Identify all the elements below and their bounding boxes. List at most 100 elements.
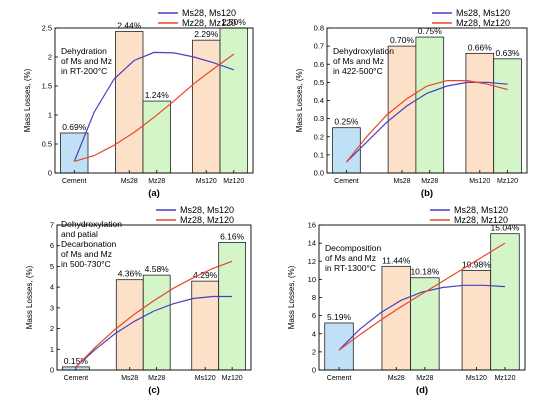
x-tick-label: Mz28 [148, 178, 165, 185]
bar-ms120 [191, 280, 220, 371]
panel-label: (a) [148, 188, 160, 199]
bar-value-label: 10.18% [410, 267, 439, 277]
legend-entry: Mz28, Mz120 [454, 215, 508, 225]
annotation-line: in 422-500°C [333, 66, 383, 76]
annotation-line: of Ms and Mz [61, 249, 112, 259]
legend-entry: Mz28, Mz120 [180, 215, 234, 225]
bar-value-label: 4.36% [118, 269, 143, 279]
bar-ms120 [192, 39, 221, 174]
bar-ms28 [115, 31, 144, 174]
y-tick-label: 0.3 [314, 114, 324, 123]
annotation-line: Decomposition [325, 243, 381, 253]
bar-value-label: 0.15% [64, 356, 89, 366]
bar-value-label: 5.19% [327, 312, 352, 322]
x-tick-label: Mz120 [223, 178, 244, 185]
y-tick-label: 10 [308, 275, 316, 284]
y-tick-label: 1 [48, 111, 52, 120]
y-tick-label: 7 [50, 221, 54, 230]
bar-ms120 [461, 270, 492, 371]
legend-entry: Ms28, Ms120 [182, 8, 236, 18]
x-tick-label: Ms28 [388, 375, 405, 382]
y-tick-label: 2 [50, 324, 54, 333]
x-tick-label: Cement [334, 178, 359, 185]
x-tick-label: Cement [327, 375, 352, 382]
bar-mz28 [410, 277, 440, 371]
bar-ms120 [465, 52, 495, 174]
trend-line-ms [338, 284, 506, 351]
x-tick-label: Mz28 [421, 178, 438, 185]
annotation-line: of Ms and Mz [325, 253, 376, 263]
x-tick-label: Mz120 [222, 375, 243, 382]
trend-line-mz [338, 242, 506, 351]
x-tick-label: Ms120 [469, 178, 490, 185]
y-tick-label: 16 [308, 221, 316, 230]
trend-line-ms [75, 295, 233, 368]
bar-ms28 [381, 265, 411, 371]
annotation-line: in 500-730°C [61, 259, 111, 269]
x-tick-label: Mz28 [416, 375, 433, 382]
bar-value-label: 0.63% [496, 48, 521, 58]
y-axis-label: Mass Losses, (%) [295, 68, 304, 132]
bar-value-label: 2.50% [222, 17, 247, 27]
y-tick-label: 0 [50, 366, 54, 375]
bar-value-label: 1.24% [145, 90, 170, 100]
annotation-line: Dehydration [61, 46, 107, 56]
y-tick-label: 4 [312, 329, 316, 338]
trend-line-mz [75, 260, 233, 368]
annotation-line: Decarbonation [61, 239, 117, 249]
x-tick-label: Ms28 [121, 375, 138, 382]
y-tick-label: 0 [312, 366, 316, 375]
bar-mz120 [218, 241, 247, 371]
panel-c: 0.15% 4.36% 4.58% 4.29% 6.16% 0 1 2 3 4 5 6 7 Cement M… [25, 205, 252, 396]
y-tick-label: 0.8 [314, 24, 324, 33]
y-tick-label: 0.2 [314, 132, 324, 141]
bar-value-label: 11.44% [382, 255, 411, 265]
y-tick-label: 0 [48, 169, 52, 178]
y-tick-label: 1 [50, 345, 54, 354]
axes-frame [54, 27, 254, 174]
legend-entry: Ms28, Ms120 [456, 8, 510, 18]
legend-entry: Mz28, Mz120 [182, 18, 236, 28]
bar-cement [324, 322, 354, 371]
bar-value-label: 6.16% [220, 231, 245, 241]
y-tick-label: 0.0 [314, 169, 324, 178]
x-tick-label: Cement [62, 178, 87, 185]
bar-value-label: 0.66% [468, 42, 493, 52]
panel-label: (b) [421, 188, 433, 199]
x-tick-label: Cement [64, 375, 89, 382]
panel-label: (d) [416, 385, 428, 396]
y-tick-label: 2.5 [42, 24, 52, 33]
y-tick-label: 6 [312, 311, 316, 320]
legend-entry: Mz28, Mz120 [456, 18, 510, 28]
annotation-line: in RT-1300°C [325, 263, 376, 273]
y-tick-label: 0.4 [314, 96, 324, 105]
panel-label: (c) [148, 385, 160, 396]
y-tick-label: 0.7 [314, 42, 324, 51]
annotation-line: Dehydroxylation [333, 46, 394, 56]
bar-value-label: 0.69% [62, 122, 87, 132]
bar-value-label: 10.98% [462, 259, 491, 269]
bar-value-label: 15.04% [491, 223, 520, 233]
bar-value-label: 4.58% [145, 264, 170, 274]
bar-value-label: 2.29% [194, 29, 219, 39]
bar-value-label: 0.75% [418, 26, 443, 36]
y-tick-label: 14 [308, 239, 316, 248]
x-tick-label: Ms28 [121, 178, 138, 185]
y-axis-label: Mass Losses, (%) [25, 265, 34, 329]
legend-entry: Ms28, Ms120 [180, 205, 234, 215]
legend-entry: Ms28, Ms120 [454, 205, 508, 215]
trend-line-ms [73, 51, 234, 162]
x-tick-label: Ms120 [196, 178, 217, 185]
bar-value-label: 0.25% [334, 117, 359, 127]
x-tick-label: Ms28 [393, 178, 410, 185]
y-tick-label: 8 [312, 293, 316, 302]
bar-cement [332, 127, 361, 174]
axes-frame [56, 224, 252, 371]
y-tick-label: 12 [308, 257, 316, 266]
y-tick-label: 0.5 [314, 78, 324, 87]
y-axis-label: Mass Losses, (%) [287, 265, 296, 329]
y-axis-label: Mass Losses, (%) [23, 68, 32, 132]
y-tick-label: 1.5 [42, 82, 52, 91]
x-tick-label: Ms120 [195, 375, 216, 382]
